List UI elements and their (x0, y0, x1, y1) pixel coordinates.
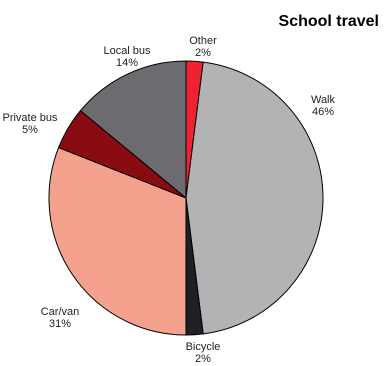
slice-label-bicycle: Bicycle 2% (186, 341, 221, 365)
pie-slice-walk (186, 62, 323, 334)
slice-label-local-bus: Local bus 14% (103, 45, 151, 69)
slice-label-private-bus: Private bus 5% (2, 112, 58, 136)
pie-slices (49, 61, 323, 335)
slice-label-other: Other 2% (189, 35, 217, 59)
chart-title: School travel (279, 13, 379, 30)
slice-label-car-van: Car/van 31% (41, 306, 80, 330)
slice-label-walk: Walk 46% (311, 94, 336, 118)
